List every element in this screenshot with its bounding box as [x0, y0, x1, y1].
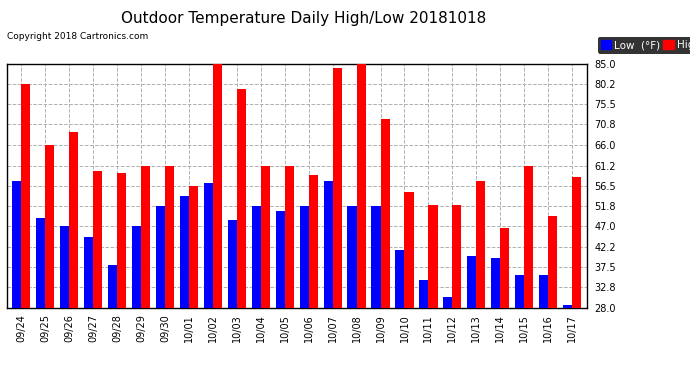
- Bar: [476, 182, 486, 375]
- Bar: [204, 183, 213, 375]
- Bar: [357, 64, 366, 375]
- Bar: [12, 182, 21, 375]
- Bar: [228, 220, 237, 375]
- Bar: [539, 275, 548, 375]
- Bar: [428, 205, 437, 375]
- Text: Outdoor Temperature Daily High/Low 20181018: Outdoor Temperature Daily High/Low 20181…: [121, 11, 486, 26]
- Bar: [371, 206, 380, 375]
- Bar: [420, 280, 428, 375]
- Bar: [69, 132, 78, 375]
- Bar: [141, 165, 150, 375]
- Bar: [453, 205, 462, 375]
- Bar: [572, 177, 581, 375]
- Bar: [548, 216, 558, 375]
- Bar: [467, 256, 476, 375]
- Bar: [132, 226, 141, 375]
- Bar: [285, 165, 294, 375]
- Bar: [524, 165, 533, 375]
- Bar: [180, 196, 189, 375]
- Bar: [36, 218, 46, 375]
- Bar: [299, 206, 308, 375]
- Bar: [515, 275, 524, 375]
- Bar: [324, 182, 333, 375]
- Bar: [156, 206, 165, 375]
- Bar: [275, 211, 285, 375]
- Bar: [165, 165, 174, 375]
- Bar: [500, 228, 509, 375]
- Bar: [93, 171, 102, 375]
- Bar: [491, 258, 500, 375]
- Bar: [21, 84, 30, 375]
- Bar: [108, 265, 117, 375]
- Bar: [60, 226, 69, 375]
- Bar: [213, 64, 222, 375]
- Bar: [333, 68, 342, 375]
- Bar: [84, 237, 93, 375]
- Legend: Low  (°F), High  (°F): Low (°F), High (°F): [598, 37, 690, 54]
- Bar: [404, 192, 413, 375]
- Bar: [443, 297, 453, 375]
- Bar: [261, 165, 270, 375]
- Bar: [117, 173, 126, 375]
- Bar: [563, 305, 572, 375]
- Bar: [237, 89, 246, 375]
- Bar: [380, 119, 390, 375]
- Text: Copyright 2018 Cartronics.com: Copyright 2018 Cartronics.com: [7, 32, 148, 41]
- Bar: [46, 145, 55, 375]
- Bar: [252, 206, 261, 375]
- Bar: [348, 206, 357, 375]
- Bar: [395, 250, 404, 375]
- Bar: [189, 186, 198, 375]
- Bar: [308, 175, 318, 375]
